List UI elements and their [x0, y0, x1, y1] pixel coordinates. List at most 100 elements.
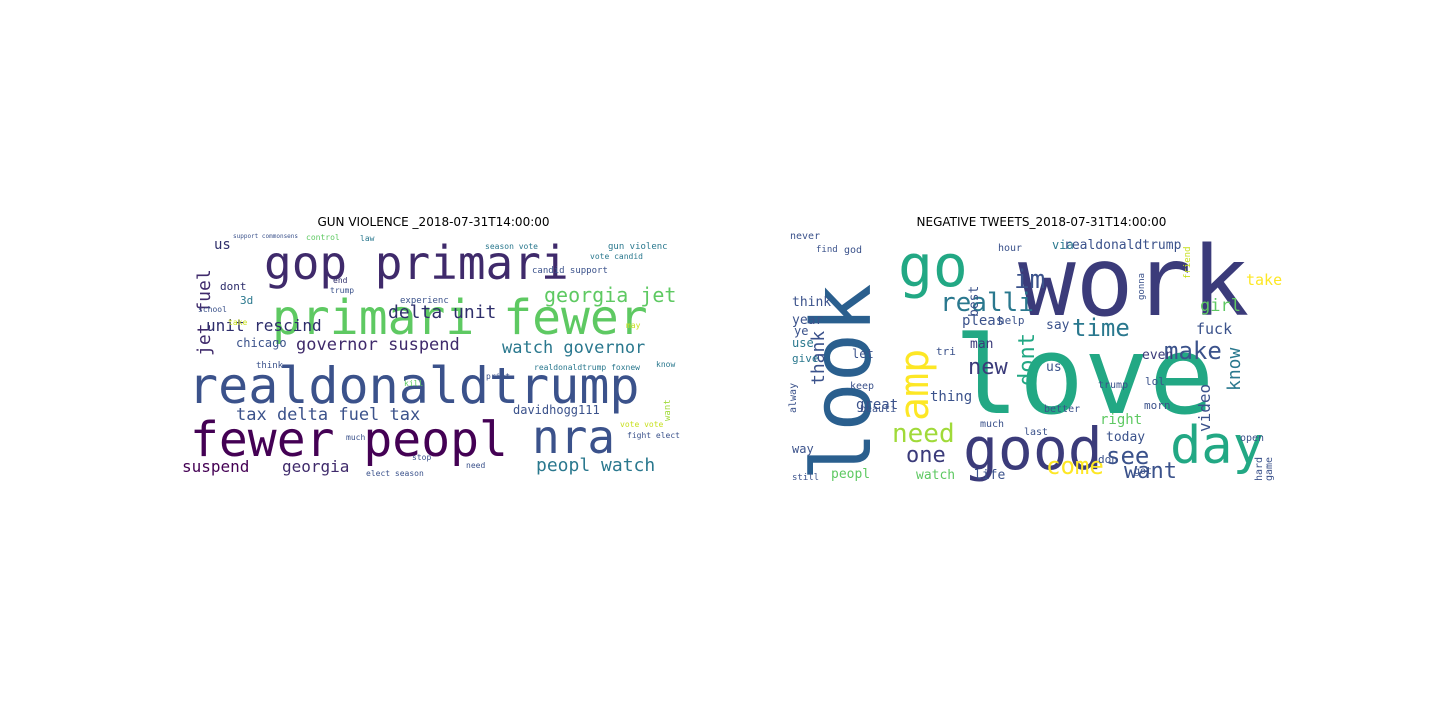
word: best: [967, 286, 982, 317]
word: want: [1124, 459, 1177, 483]
word: take: [1246, 271, 1282, 289]
word: take: [228, 318, 247, 327]
word: way: [792, 442, 814, 456]
word: im: [1014, 265, 1045, 295]
word: fuck: [1196, 320, 1232, 338]
word: us: [214, 237, 231, 253]
word: gun violenc: [608, 242, 668, 252]
word: nra: [532, 410, 615, 464]
word: better: [1044, 404, 1080, 415]
word: fight elect: [627, 431, 680, 440]
word: experienc: [400, 296, 449, 306]
word: new: [968, 355, 1008, 380]
word: season vote: [485, 242, 538, 251]
word: right: [1100, 412, 1142, 428]
word: never: [790, 231, 820, 242]
word: day: [1170, 416, 1264, 476]
word: today: [1106, 430, 1145, 445]
word: work: [1018, 231, 1249, 338]
word: love: [954, 314, 1214, 439]
word: realdonaldtrump: [1064, 238, 1182, 253]
word: got: [1134, 466, 1152, 477]
word: peopl: [831, 467, 870, 482]
word: unit rescind: [206, 316, 322, 335]
word: may: [626, 321, 641, 330]
word: god: [844, 245, 862, 256]
word: think: [256, 361, 284, 371]
word: friend: [1183, 246, 1193, 279]
word: one: [906, 443, 946, 468]
word: give: [792, 352, 819, 365]
word: kill: [404, 379, 423, 388]
word: look: [795, 284, 890, 481]
word: think: [792, 295, 831, 310]
word: suspend: [182, 457, 249, 476]
word: man: [970, 337, 993, 352]
word: game: [1264, 457, 1275, 481]
word: much: [346, 433, 365, 442]
word: stop: [412, 453, 431, 462]
word: good: [963, 415, 1103, 483]
word: georgia jet: [544, 283, 676, 307]
word: 3d: [240, 294, 253, 307]
word: law: [360, 234, 375, 243]
word: watch governor: [502, 338, 645, 358]
word: davidhogg111: [513, 403, 600, 417]
word: governor suspend: [296, 335, 460, 355]
word: help: [998, 314, 1025, 327]
word: want: [663, 399, 673, 421]
word: thing: [930, 389, 972, 405]
word: come: [1046, 452, 1104, 480]
word: vote candid: [590, 252, 643, 261]
word: keep: [850, 381, 874, 392]
word: thank: [808, 331, 829, 385]
word: time: [1072, 314, 1130, 342]
word: go: [898, 232, 968, 300]
word: print: [486, 372, 510, 381]
word: delta unit: [388, 302, 496, 323]
word: open: [1240, 433, 1264, 444]
word: via: [1052, 238, 1074, 252]
word: georgia: [282, 457, 349, 476]
word: trump: [330, 286, 354, 295]
word: still: [792, 473, 819, 483]
word: year: [792, 313, 823, 328]
word: elect season: [366, 469, 424, 478]
word: fewer peopl: [190, 412, 508, 468]
word: even: [1142, 348, 1173, 363]
word: alway: [788, 383, 799, 413]
wordcloud-gun-violence: gop primari primari fewer realdonaldtrum…: [180, 231, 687, 483]
word: gonna: [1137, 273, 1147, 300]
word: morn: [1144, 399, 1171, 412]
word: great: [856, 397, 898, 413]
word: amp: [892, 349, 938, 421]
word: support commonsens: [233, 233, 298, 240]
word: end: [333, 276, 348, 285]
word: life: [974, 468, 1005, 483]
word: make: [1164, 337, 1222, 365]
word: much: [980, 419, 1004, 430]
word: say: [1046, 318, 1070, 333]
word: ye: [794, 324, 808, 338]
word: know: [656, 360, 675, 369]
word: find: [816, 245, 838, 255]
word: chicago: [236, 336, 287, 350]
word: tri: [936, 345, 956, 358]
word: peopl watch: [536, 455, 655, 476]
word: last: [1024, 427, 1048, 438]
word: video: [1195, 384, 1214, 432]
wordcloud-svg: work love look go amp good day realli im…: [788, 231, 1282, 483]
word: realdonaldtrump: [188, 357, 640, 415]
word: jet fuel: [194, 269, 215, 356]
word: lol: [1145, 375, 1165, 388]
word: gop primari: [264, 236, 569, 290]
word: tax delta fuel tax: [236, 405, 420, 425]
word: beauti: [860, 404, 896, 415]
word: us: [1046, 360, 1062, 375]
word: know: [1224, 347, 1245, 391]
word: see: [1106, 442, 1149, 470]
panel-title-gun-violence: GUN VIOLENCE _2018-07-31T14:00:00: [317, 215, 550, 229]
word: use: [792, 336, 814, 350]
word: watch: [916, 468, 955, 483]
wordcloud-negative-tweets: work love look go amp good day realli im…: [788, 231, 1295, 483]
